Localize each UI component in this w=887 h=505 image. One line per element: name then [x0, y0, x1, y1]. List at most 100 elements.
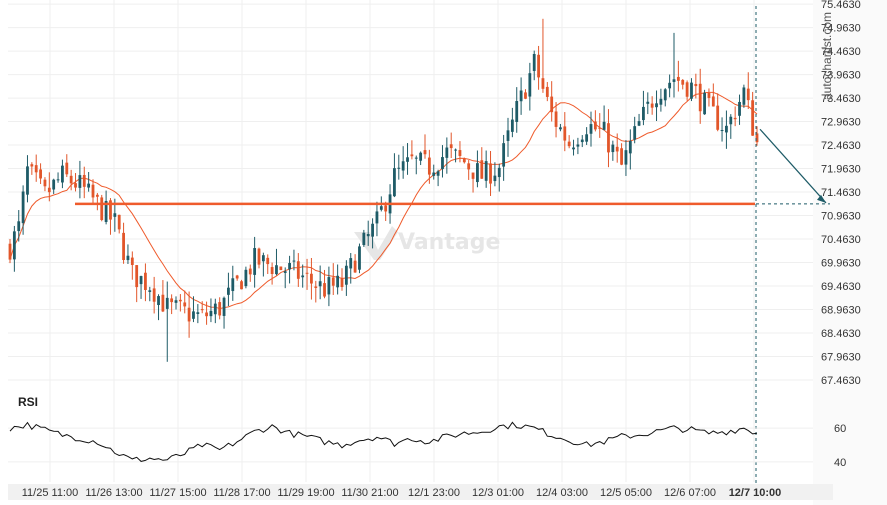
candle-body [100, 197, 104, 221]
candle-body [615, 146, 619, 152]
candles [8, 18, 759, 362]
candle-body [275, 265, 278, 275]
candle-body [559, 127, 562, 130]
forecast [755, 6, 830, 485]
candle-body [607, 123, 610, 153]
candle-body [222, 297, 226, 316]
candle-body [327, 277, 331, 295]
candle-body [467, 163, 471, 170]
candle-body [126, 255, 130, 261]
candle-body [362, 232, 366, 245]
candle-body [676, 76, 680, 81]
candle-body [672, 79, 676, 82]
y-tick-label: 74.9630 [821, 23, 861, 35]
candle-body [47, 187, 51, 193]
y-axis: 75.4630 74.9630 74.4630 73.9630 73.4630 72.96… [813, 0, 887, 505]
y-tick-label: 72.4630 [821, 140, 861, 152]
candle-body [292, 260, 296, 262]
candle-body [305, 272, 309, 274]
rsi-label: RSI [18, 395, 38, 409]
candle-body [681, 79, 685, 85]
x-axis: 11/25 11:00 11/26 13:00 11/27 15:00 11/28 1… [8, 484, 833, 500]
y-tick-label: 67.4630 [821, 375, 861, 387]
candle-body [449, 144, 453, 149]
candle-body [270, 267, 274, 274]
candle-body [541, 78, 545, 89]
candle-body [358, 246, 361, 270]
x-tick-label: 11/25 11:00 [22, 487, 78, 499]
candle-body [663, 89, 667, 101]
candle-body [353, 260, 357, 273]
vantage-logo: Vantage [354, 226, 500, 260]
candle-body [253, 248, 257, 275]
candle-body [480, 160, 484, 179]
candle-body [109, 200, 112, 220]
candle-body [642, 106, 645, 121]
y-axis-band [813, 0, 887, 505]
candle-body [314, 286, 318, 288]
candle-body [266, 257, 270, 265]
candle-body [43, 179, 47, 187]
candle-body [161, 294, 165, 312]
x-tick-label: 12/3 01:00 [472, 487, 524, 499]
candle-body [537, 54, 540, 78]
rsi-panel: RSI 60 40 [8, 395, 846, 469]
candle-body [427, 157, 431, 175]
candle-body [567, 141, 571, 147]
y-tick-label: 68.9630 [821, 305, 861, 317]
candle-body [401, 161, 405, 171]
candle-body [445, 147, 449, 158]
candle-body [148, 290, 152, 292]
y-tick-label: 67.9630 [821, 351, 861, 363]
candle-body [69, 175, 73, 184]
candle-body [637, 121, 641, 126]
candle-body [484, 161, 488, 181]
candle-body [611, 144, 615, 153]
candle-body [384, 205, 388, 212]
y-tick-label: 70.9630 [821, 211, 861, 223]
candle-body [458, 150, 462, 156]
candle-body [733, 117, 737, 120]
candle-body [30, 164, 34, 167]
candle-body [261, 255, 265, 262]
candle-body [554, 111, 558, 127]
candle-body [135, 265, 139, 288]
candle-body [12, 231, 16, 260]
candle-body [349, 258, 353, 269]
candle-body [742, 87, 746, 105]
candle-body [178, 299, 182, 302]
candle-body [78, 175, 82, 188]
x-tick-label: 12/7 10:00 [729, 487, 782, 499]
candle-body [113, 213, 117, 217]
y-tick-label: 69.4630 [821, 281, 861, 293]
candle-body [257, 248, 261, 265]
candle-body [593, 121, 597, 130]
candle-body [26, 166, 29, 195]
candle-body [235, 275, 239, 279]
candle-body [655, 103, 658, 108]
candle-body [738, 101, 741, 116]
candle-body [21, 191, 25, 224]
candle-body [318, 281, 322, 287]
x-tick-label: 11/30 21:00 [341, 487, 398, 499]
candle-body [589, 124, 593, 134]
candle-body [598, 127, 602, 129]
candle-body [170, 298, 174, 303]
candle-body [231, 278, 235, 292]
candle-body [414, 157, 418, 159]
candle-body [506, 130, 510, 141]
x-axis-band [8, 484, 833, 500]
candle-body [423, 150, 427, 155]
candle-body [410, 154, 414, 157]
candle-body [157, 296, 160, 306]
candle-body [165, 297, 169, 309]
candle-body [585, 134, 589, 142]
candle-body [122, 232, 125, 260]
candle-body [152, 288, 156, 302]
candle-body [82, 174, 86, 187]
candle-body [340, 277, 344, 287]
candle-body [720, 130, 724, 132]
candle-body [694, 83, 698, 87]
candle-body [489, 163, 492, 184]
candle-body [205, 312, 208, 317]
